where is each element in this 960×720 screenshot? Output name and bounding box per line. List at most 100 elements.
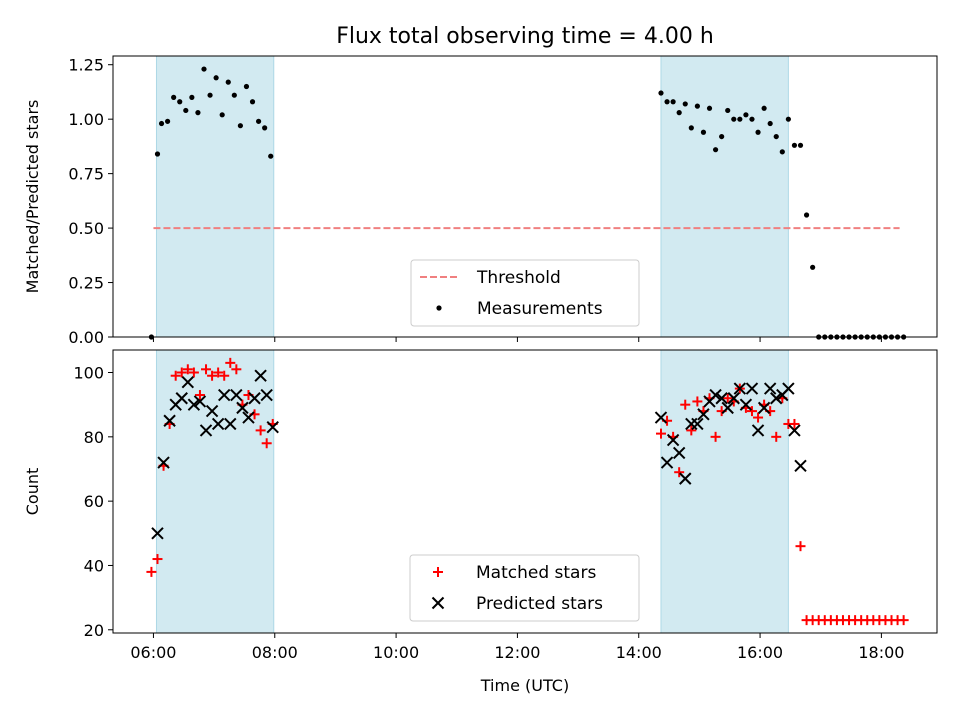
measurement-point	[213, 75, 219, 81]
measurement-point	[676, 110, 682, 116]
x-tick-label: 06:00	[130, 643, 176, 662]
matched-star-point	[722, 393, 733, 404]
measurement-point	[767, 120, 773, 127]
measurement-point	[761, 105, 767, 111]
legend-plus-marker	[433, 567, 443, 577]
matched-star-point	[674, 467, 685, 478]
y-tick-label: 0.50	[68, 219, 104, 238]
measurement-point	[243, 83, 250, 90]
legend-measurements-swatch	[436, 305, 442, 311]
legend-predicted-label: Predicted stars	[476, 594, 603, 614]
measurement-point	[219, 112, 225, 118]
measurement-point	[207, 92, 213, 98]
matched-star-point	[789, 418, 800, 429]
predicted-star-point	[211, 417, 225, 431]
measurement-point	[664, 99, 670, 105]
predicted-star-point	[745, 382, 759, 395]
matched-star-point	[261, 438, 272, 449]
measurement-points	[148, 66, 907, 340]
y-tick-label: 0.75	[68, 165, 104, 184]
predicted-star-point	[163, 414, 176, 427]
legend-matched-label: Matched stars	[476, 563, 596, 583]
predicted-star-point	[660, 456, 674, 469]
matched-star-point	[194, 390, 205, 401]
measurement-point	[779, 149, 785, 155]
matched-star-point	[753, 412, 764, 423]
measurement-point	[158, 120, 165, 127]
measurement-point	[154, 151, 161, 157]
ratio-y-axis-label: Matched/Predicted stars	[23, 100, 42, 294]
measurement-point	[255, 118, 262, 124]
observing-window-2	[660, 350, 789, 633]
predicted-star-point	[727, 392, 740, 405]
measurement-point	[195, 110, 201, 116]
count-plot-frame	[112, 349, 938, 634]
observing-windows	[155, 350, 789, 633]
measurement-point	[731, 116, 737, 122]
measurement-point	[743, 112, 749, 118]
predicted-star-point	[770, 392, 783, 405]
matched-star-point	[255, 425, 266, 436]
matched-star-point	[182, 364, 193, 375]
x-tick-label: 12:00	[494, 643, 540, 662]
legend-threshold-label: Threshold	[476, 268, 561, 288]
matched-star-point	[170, 370, 181, 381]
predicted-star-point	[788, 424, 801, 437]
predicted-star-point	[260, 388, 273, 402]
predicted-star-point	[218, 388, 231, 402]
measurement-point	[712, 147, 719, 153]
measurement-point	[249, 99, 256, 105]
y-tick-label: 1.25	[68, 56, 104, 75]
predicted-star-point	[654, 411, 668, 424]
ratio-axis-ticks: 0.00 0.25 0.50 0.75 1.00 1.25	[68, 56, 882, 347]
predicted-star-point	[205, 404, 219, 418]
measurement-point	[658, 90, 664, 96]
x-tick-label: 10:00	[373, 643, 419, 662]
count-points	[146, 357, 909, 626]
matched-star-point	[152, 554, 163, 565]
predicted-star-point	[697, 408, 710, 421]
ratio-plot-frame	[112, 55, 938, 338]
count-legend-box	[409, 554, 640, 622]
predicted-star-point	[751, 424, 765, 437]
measurement-point	[268, 153, 274, 159]
matched-star-point	[225, 357, 236, 368]
predicted-star-point	[733, 382, 747, 395]
legend-predicted-swatch	[431, 596, 445, 610]
predicted-star-point	[739, 398, 753, 411]
measurement-point	[682, 101, 688, 107]
matched-star-point	[213, 367, 224, 378]
observing-window-1	[156, 350, 274, 633]
ratio-panel: 0.00 0.25 0.50 0.75 1.00 1.25 Matched/Predict…	[23, 55, 938, 347]
y-tick-label: 60	[84, 492, 104, 511]
y-tick-label: 20	[84, 621, 104, 640]
matched-star-point	[207, 370, 218, 381]
measurement-point	[797, 142, 804, 148]
measurement-point	[225, 79, 231, 85]
legend-measurements-label: Measurements	[477, 299, 603, 319]
observing-window-2	[660, 56, 789, 337]
x-tick-label: 16:00	[737, 643, 783, 662]
predicted-star-point	[199, 424, 213, 437]
measurement-point	[749, 116, 755, 122]
y-tick-label: 1.00	[68, 110, 104, 129]
predicted-star-point	[266, 420, 279, 434]
matched-star-point	[710, 431, 721, 442]
y-tick-label: 0.25	[68, 274, 104, 293]
matched-star-point	[655, 428, 666, 439]
measurement-point	[231, 92, 237, 98]
matched-star-point	[680, 399, 691, 410]
predicted-star-point	[242, 411, 255, 424]
predicted-star-point	[794, 459, 807, 472]
predicted-star-point	[782, 382, 795, 395]
measurement-point	[737, 116, 743, 122]
measurement-point	[810, 264, 816, 270]
measurement-point	[201, 66, 207, 72]
predicted-star-point	[248, 392, 261, 405]
measurement-point	[785, 116, 791, 122]
measurement-point	[694, 103, 700, 109]
measurement-point	[791, 142, 798, 148]
matched-star-point	[201, 364, 212, 375]
x-tick-label: 18:00	[858, 643, 904, 662]
predicted-star-point	[224, 417, 237, 431]
